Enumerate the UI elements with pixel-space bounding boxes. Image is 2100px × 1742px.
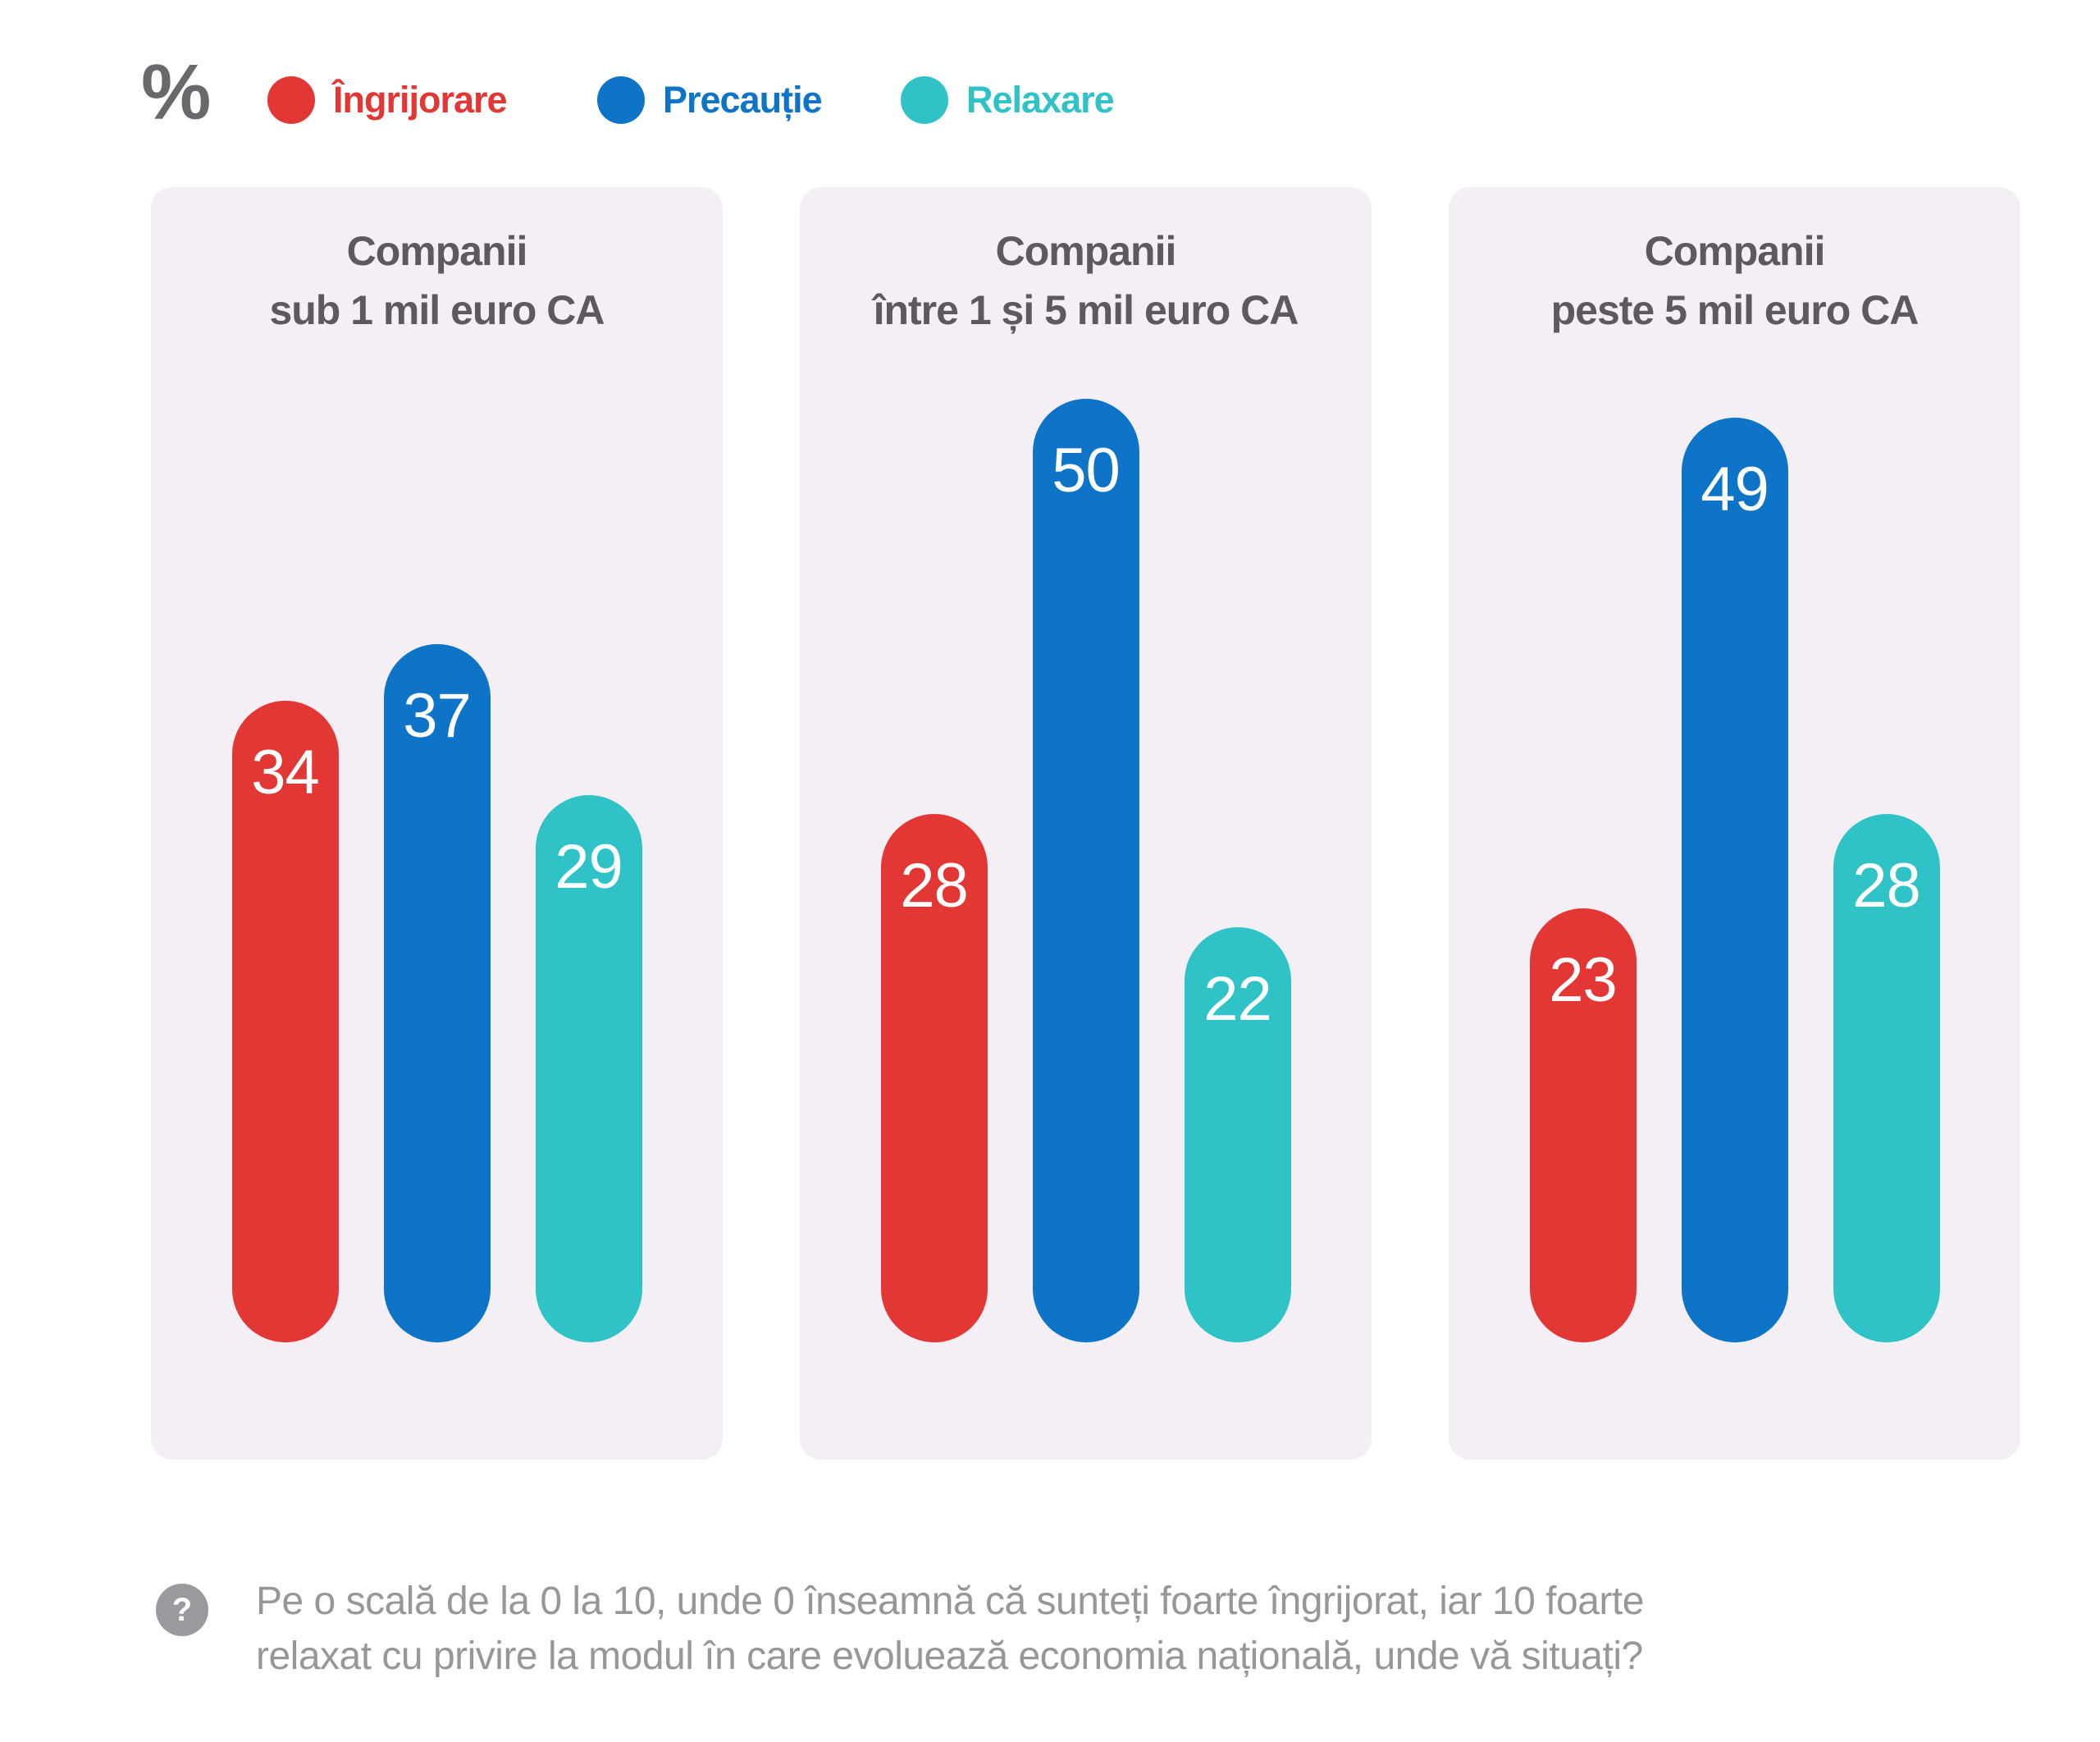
bar-group: 23 49 28 bbox=[1449, 418, 2020, 1342]
bar-precautie: 37 bbox=[383, 644, 491, 1342]
bar-ingrijorare: 28 bbox=[880, 814, 988, 1342]
legend-dot-icon bbox=[597, 76, 645, 124]
bar-value-label: 29 bbox=[555, 832, 623, 902]
legend-label: Precauție bbox=[663, 79, 823, 121]
legend-label: Relaxare bbox=[966, 79, 1115, 121]
survey-question-line2: relaxat cu privire la modul în care evol… bbox=[256, 1635, 1643, 1678]
legend-dot-icon bbox=[267, 76, 315, 124]
bar-value-label: 22 bbox=[1203, 964, 1272, 1034]
panel-title-line1: Companii bbox=[995, 228, 1177, 274]
bar-value-label: 28 bbox=[900, 851, 969, 921]
legend-item-precautie: Precauție bbox=[597, 75, 823, 125]
bar-precautie: 50 bbox=[1032, 399, 1139, 1342]
bar-value-label: 49 bbox=[1701, 455, 1769, 524]
panel-title-line1: Companii bbox=[346, 228, 528, 274]
bar-relaxare: 22 bbox=[1184, 927, 1291, 1342]
bar-group: 34 37 29 bbox=[151, 644, 723, 1342]
legend-label: Îngrijorare bbox=[333, 79, 508, 121]
panel-sub-1-mil: Companii sub 1 mil euro CA 34 37 29 bbox=[151, 187, 723, 1460]
question-mark-glyph: ? bbox=[171, 1591, 193, 1628]
bar-relaxare: 29 bbox=[535, 795, 642, 1342]
panel-title: Companii sub 1 mil euro CA bbox=[151, 222, 723, 340]
bar-value-label: 28 bbox=[1852, 851, 1921, 921]
percent-axis-label: % bbox=[141, 48, 211, 136]
panel-title-line2: între 1 și 5 mil euro CA bbox=[873, 287, 1299, 333]
survey-question-line1: Pe o scală de la 0 la 10, unde 0 înseamn… bbox=[256, 1580, 1644, 1623]
panel-title-line2: peste 5 mil euro CA bbox=[1550, 287, 1920, 333]
bar-value-label: 23 bbox=[1549, 945, 1618, 1015]
bar-precautie: 49 bbox=[1681, 418, 1788, 1342]
panel-title-line2: sub 1 mil euro CA bbox=[269, 287, 605, 333]
panel-peste-5-mil: Companii peste 5 mil euro CA 23 49 28 bbox=[1449, 187, 2020, 1460]
panel-title: Companii peste 5 mil euro CA bbox=[1449, 222, 2020, 340]
legend-item-ingrijorare: Îngrijorare bbox=[267, 75, 508, 125]
legend-dot-icon bbox=[901, 76, 948, 124]
bar-relaxare: 28 bbox=[1833, 814, 1940, 1342]
bar-value-label: 34 bbox=[251, 738, 320, 807]
question-mark-icon: ? bbox=[156, 1584, 208, 1636]
bar-group: 28 50 22 bbox=[800, 399, 1372, 1342]
bar-value-label: 50 bbox=[1052, 436, 1121, 505]
legend-item-relaxare: Relaxare bbox=[901, 75, 1115, 125]
bar-ingrijorare: 34 bbox=[231, 701, 339, 1342]
panel-title-line1: Companii bbox=[1644, 228, 1826, 274]
survey-question-text: Pe o scală de la 0 la 10, unde 0 înseamn… bbox=[256, 1574, 1644, 1684]
bar-value-label: 37 bbox=[403, 681, 472, 751]
panel-intre-1-si-5-mil: Companii între 1 și 5 mil euro CA 28 50 … bbox=[800, 187, 1372, 1460]
bar-ingrijorare: 23 bbox=[1529, 908, 1637, 1342]
panel-title: Companii între 1 și 5 mil euro CA bbox=[800, 222, 1372, 340]
